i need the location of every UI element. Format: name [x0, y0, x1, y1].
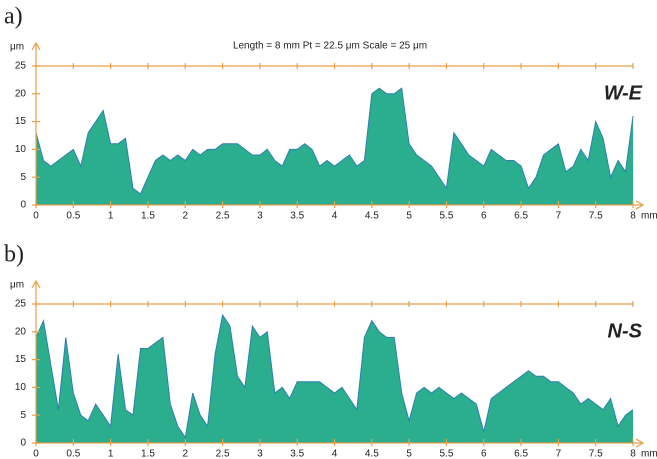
x-unit: mm — [641, 211, 657, 222]
profile-area — [36, 315, 633, 443]
x-tick-label: 7.5 — [589, 449, 603, 459]
annotation: N-S — [608, 320, 643, 342]
y-arrow — [31, 41, 41, 51]
x-tick-label: 0.5 — [66, 449, 80, 459]
x-tick-label: 1.5 — [141, 449, 155, 459]
x-tick-label: 2 — [182, 449, 188, 459]
y-tick-label: 20 — [15, 88, 27, 99]
x-unit: mm — [641, 449, 657, 459]
y-tick-label: 10 — [15, 144, 27, 155]
x-tick-label: 1 — [108, 449, 114, 459]
x-arrow — [635, 200, 645, 210]
x-tick-label: 3.5 — [290, 211, 304, 222]
x-tick-label: 2.5 — [216, 449, 230, 459]
subtitle: Length = 8 mm Pt = 22.5 μm Scale = 25 μm — [233, 41, 427, 52]
x-tick-label: 7.5 — [589, 211, 603, 222]
annotation: W-E — [604, 82, 643, 104]
y-tick-label: 25 — [15, 61, 27, 72]
panel-label: a) — [4, 4, 23, 30]
x-tick-label: 0 — [33, 211, 39, 222]
x-tick-label: 7 — [556, 211, 562, 222]
x-tick-label: 6 — [481, 449, 487, 459]
profile-line — [35, 87, 634, 195]
x-tick-label: 2.5 — [216, 211, 230, 222]
x-tick-label: 3 — [257, 211, 263, 222]
x-tick-label: 0.5 — [66, 211, 80, 222]
x-tick-label: 1 — [108, 211, 114, 222]
x-tick-label: 8 — [630, 449, 636, 459]
profile-area — [36, 88, 633, 205]
x-tick-label: 4 — [332, 449, 338, 459]
x-tick-label: 3.5 — [290, 449, 304, 459]
x-tick-label: 7 — [556, 449, 562, 459]
panel-label: b) — [4, 242, 24, 268]
y-unit: μm — [10, 42, 24, 53]
y-tick-label: 15 — [15, 116, 27, 127]
x-tick-label: 3 — [257, 449, 263, 459]
x-tick-label: 5 — [406, 449, 412, 459]
y-tick-label: 20 — [15, 326, 27, 337]
x-tick-label: 4 — [332, 211, 338, 222]
x-tick-label: 5.5 — [439, 211, 453, 222]
y-tick-label: 5 — [20, 410, 26, 421]
y-tick-label: 15 — [15, 354, 27, 365]
x-tick-label: 6 — [481, 211, 487, 222]
y-unit: μm — [10, 280, 24, 291]
y-tick-label: 0 — [20, 438, 26, 449]
x-tick-label: 1.5 — [141, 211, 155, 222]
x-tick-label: 5 — [406, 211, 412, 222]
y-tick-label: 25 — [15, 299, 27, 310]
x-arrow — [635, 438, 645, 448]
y-tick-label: 10 — [15, 382, 27, 393]
y-tick-label: 0 — [20, 200, 26, 211]
x-tick-label: 6.5 — [514, 449, 528, 459]
x-tick-label: 2 — [182, 211, 188, 222]
x-tick-label: 8 — [630, 211, 636, 222]
x-tick-label: 4.5 — [365, 211, 379, 222]
x-tick-label: 0 — [33, 449, 39, 459]
y-tick-label: 5 — [20, 172, 26, 183]
x-tick-label: 6.5 — [514, 211, 528, 222]
x-tick-label: 5.5 — [439, 449, 453, 459]
profile-line — [35, 313, 634, 439]
y-arrow — [31, 279, 41, 289]
x-tick-label: 4.5 — [365, 449, 379, 459]
